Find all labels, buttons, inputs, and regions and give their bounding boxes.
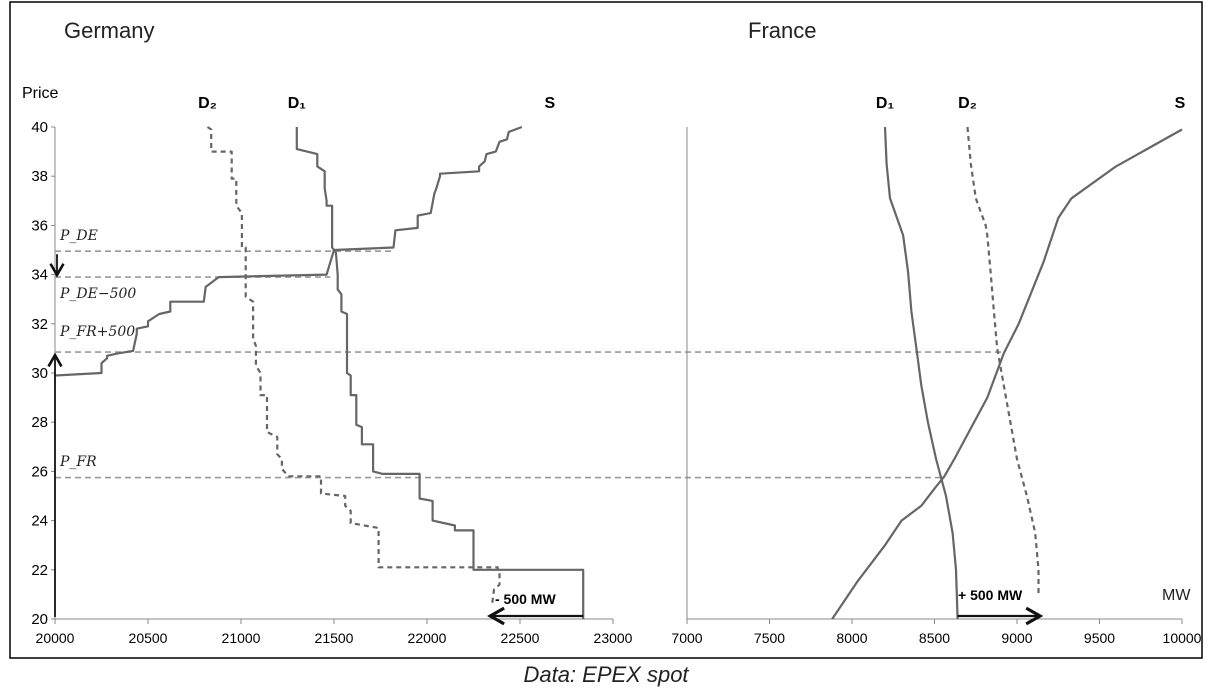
- y-tick-label: 26: [31, 463, 48, 480]
- france-curve-label-1: D₂: [958, 95, 977, 112]
- france-curve-label-2: S: [1175, 95, 1186, 112]
- germany-x-axis: 20000 20500 21000 21500 22000 22500 23000: [36, 618, 633, 646]
- y-tick-label: 24: [31, 513, 48, 530]
- x-tick-label: 7500: [754, 630, 785, 646]
- germany-title: Germany: [64, 18, 154, 43]
- germany-series-0: [206, 126, 501, 605]
- figure-caption: Data: EPEX spot: [523, 662, 689, 687]
- france-series-0: [883, 126, 959, 620]
- y-tick-label: 32: [31, 316, 48, 333]
- germany-curve-labels: D₂ D₁ S: [198, 95, 555, 112]
- germany-curve-label-1: D₁: [288, 95, 307, 112]
- france-shift-label: + 500 MW: [958, 587, 1023, 603]
- label-p-de: P_DE: [59, 228, 98, 244]
- x-tick-label: 9500: [1084, 630, 1115, 646]
- germany-price-annotations: P_DE P_DE−500 P_FR+500 P_FR: [59, 228, 136, 470]
- x-tick-label: 22000: [408, 630, 447, 646]
- germany-curve-label-0: D₂: [198, 95, 217, 112]
- germany-panel: Germany Price 20 22 24 26 28 30 32 34 36 38 40 200…: [22, 18, 1005, 646]
- y-tick-label: 20: [31, 611, 48, 628]
- germany-y-axis-label: Price: [22, 85, 59, 102]
- label-p-de-500: P_DE−500: [59, 286, 136, 302]
- x-tick-label: 23000: [594, 630, 633, 646]
- y-tick-label: 34: [31, 267, 48, 284]
- label-p-fr-500: P_FR+500: [59, 324, 135, 340]
- x-tick-label: 8000: [836, 630, 867, 646]
- x-tick-label: 22500: [501, 630, 540, 646]
- germany-shift-label: - 500 MW: [495, 591, 556, 607]
- germany-price-guides: [55, 250, 1005, 479]
- france-x-axis-label: MW: [1162, 587, 1191, 604]
- x-tick-label: 7000: [671, 630, 702, 646]
- germany-series-1: [295, 127, 585, 619]
- germany-arrows: [47, 254, 584, 626]
- france-title: France: [748, 18, 816, 43]
- france-x-axis: 7000 7500 8000 8500 9000 9500 10000: [671, 618, 1202, 646]
- france-curve-labels: D₁ D₂ S: [876, 95, 1186, 112]
- y-tick-label: 36: [31, 217, 48, 234]
- germany-series-2: [54, 125, 523, 377]
- germany-series: [54, 125, 585, 619]
- germany-y-axis: 20 22 24 26 28 30 32 34 36 38 40: [31, 119, 56, 628]
- france-series: [831, 126, 1183, 620]
- germany-curve-label-2: S: [545, 95, 556, 112]
- y-tick-label: 22: [31, 562, 48, 579]
- france-series-2: [831, 128, 1183, 620]
- x-tick-label: 21000: [222, 630, 261, 646]
- france-panel: France 7000 7500 8000 8500 9000 9500 10000 D₁ D…: [671, 18, 1201, 646]
- france-curve-label-0: D₁: [876, 95, 895, 112]
- x-tick-label: 20000: [36, 630, 75, 646]
- x-tick-label: 9000: [1001, 630, 1032, 646]
- y-tick-label: 28: [31, 414, 48, 431]
- figure-frame: [9, 1, 1203, 659]
- y-tick-label: 38: [31, 168, 48, 185]
- y-tick-label: 30: [31, 365, 48, 382]
- y-tick-label: 40: [31, 119, 48, 136]
- france-series-1: [966, 126, 1040, 597]
- x-tick-label: 20500: [129, 630, 168, 646]
- label-p-fr: P_FR: [59, 454, 97, 470]
- x-tick-label: 10000: [1163, 630, 1202, 646]
- x-tick-label: 8500: [919, 630, 950, 646]
- x-tick-label: 21500: [315, 630, 354, 646]
